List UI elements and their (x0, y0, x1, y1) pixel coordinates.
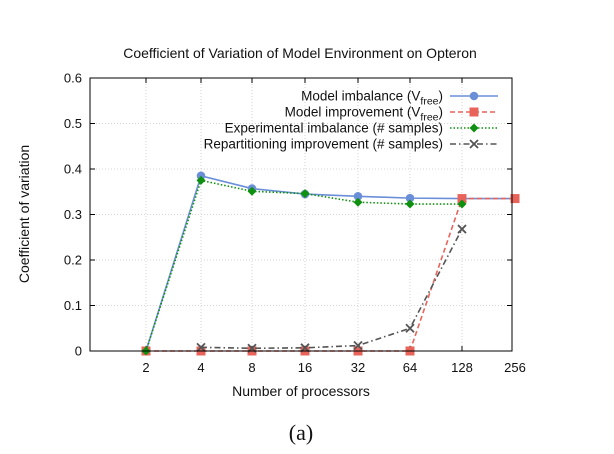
series-3 (141, 175, 467, 356)
legend-marker (469, 107, 479, 117)
y-tick-label: 0.1 (64, 298, 82, 313)
legend-item: Repartitioning improvement (# samples) (204, 137, 498, 152)
series-line (146, 197, 515, 352)
x-axis-title: Number of processors (232, 383, 370, 399)
legend-marker (469, 91, 479, 101)
x-tick-label: 256 (504, 360, 526, 375)
legend-label: Repartitioning improvement (# samples) (204, 137, 443, 152)
series-2 (141, 194, 520, 356)
legend-item: Model imbalance (Vfree) (301, 89, 498, 108)
data-point (196, 342, 206, 352)
y-tick-label: 0.5 (64, 116, 82, 131)
data-point (353, 197, 363, 207)
plot-frame (89, 77, 513, 352)
figure-caption: (a) (289, 420, 313, 445)
data-series (141, 171, 520, 356)
data-point (457, 224, 467, 234)
data-point (196, 171, 206, 181)
data-point (510, 194, 520, 204)
data-point (353, 340, 363, 351)
legend-marker (469, 139, 479, 149)
legend-label: Model improvement (Vfree) (285, 105, 443, 124)
series-4 (196, 224, 467, 353)
series-line (200, 228, 463, 350)
x-tick-label: 128 (451, 360, 473, 375)
y-axis-ticks: 0 0.1 0.2 0.3 0.4 0.5 0.6 (64, 71, 512, 359)
data-point (405, 193, 415, 203)
x-tick-label: 8 (248, 360, 255, 375)
x-tick-label: 16 (298, 360, 312, 375)
y-tick-label: 0.4 (64, 162, 82, 177)
legend-label: Experimental imbalance (# samples) (225, 121, 443, 136)
data-point (196, 175, 206, 185)
legend-item: Model improvement (Vfree) (285, 105, 498, 124)
legend-label: Model imbalance (Vfree) (301, 89, 443, 108)
data-point (247, 186, 257, 196)
data-point (457, 199, 467, 209)
x-tick-label: 64 (403, 360, 417, 375)
data-point (300, 343, 310, 353)
data-point (405, 323, 415, 333)
x-tick-label: 32 (351, 360, 365, 375)
series-line (145, 174, 515, 352)
data-point (300, 189, 310, 199)
y-tick-label: 0 (75, 344, 82, 359)
x-tick-label: 2 (142, 360, 149, 375)
legend-marker (469, 123, 479, 133)
series-line (145, 179, 462, 352)
y-axis-title: Coefficient of variation (16, 145, 32, 283)
legend-item: Experimental imbalance (# samples) (225, 121, 498, 136)
data-point (405, 199, 415, 209)
x-tick-label: 4 (197, 360, 204, 375)
y-tick-label: 0.6 (64, 71, 82, 86)
legend: Model imbalance (Vfree)Model improvement… (204, 89, 498, 152)
chart-title: Coefficient of Variation of Model Enviro… (123, 45, 477, 61)
data-point (353, 192, 363, 201)
y-tick-label: 0.3 (64, 207, 82, 222)
data-point (457, 194, 467, 204)
y-tick-label: 0.2 (64, 253, 82, 268)
